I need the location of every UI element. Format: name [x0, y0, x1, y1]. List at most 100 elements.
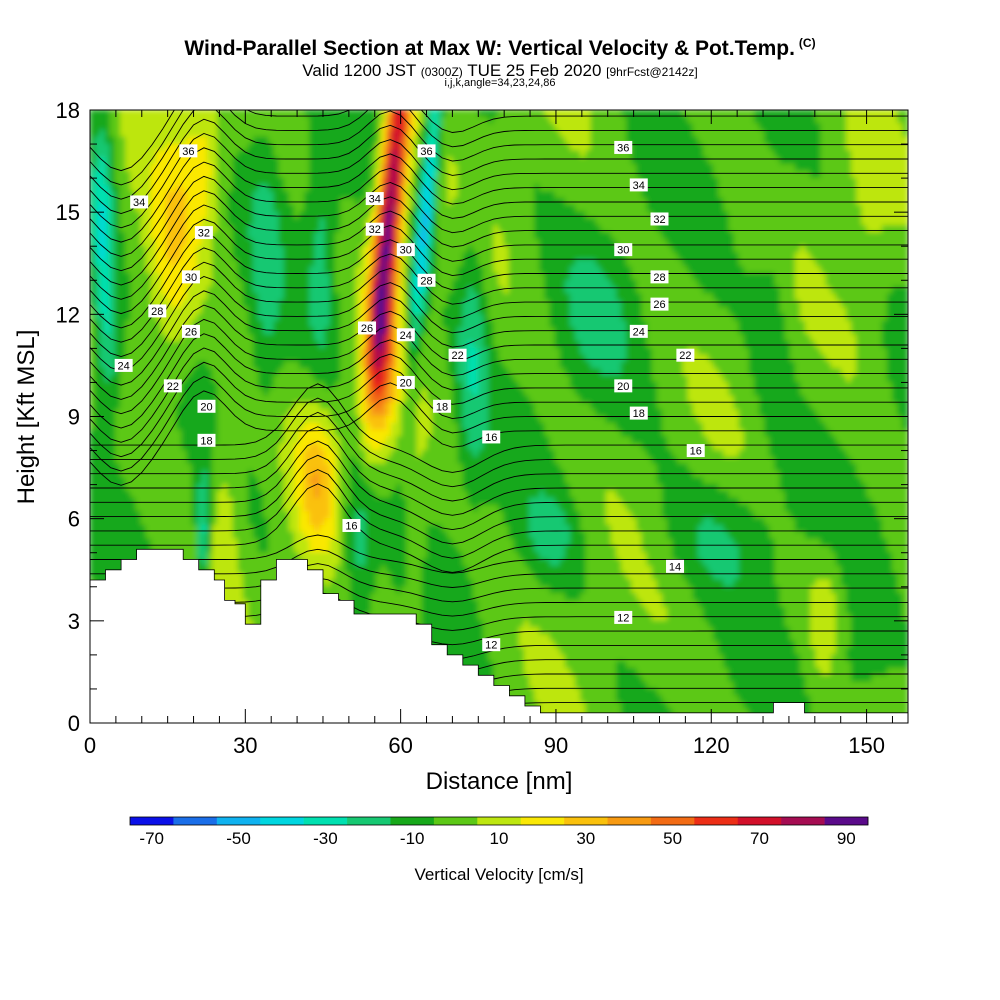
contour-label: 12 — [482, 638, 501, 652]
contour-label: 30 — [614, 243, 633, 257]
colorbar: -70 -50 -30 -10 10 30 50 70 90 — [129, 816, 869, 848]
valid-date: TUE 25 Feb 2020 — [467, 61, 602, 80]
contour-label-text: 34 — [133, 197, 145, 209]
contour-label: 24 — [114, 358, 133, 372]
colorbar-label: 90 — [837, 829, 856, 848]
colorbar-swatch — [520, 817, 565, 825]
chart-subtitle: Valid 1200 JST (0300Z) TUE 25 Feb 2020 [… — [0, 61, 1000, 81]
contour-label: 22 — [163, 379, 182, 393]
y-tick-label: 6 — [68, 507, 80, 532]
colorbar-swatch — [260, 817, 304, 825]
x-axis-title: Distance [nm] — [426, 768, 573, 795]
colorbar-label: -10 — [400, 829, 425, 848]
x-tick-label: 150 — [848, 733, 885, 758]
contour-label-text: 32 — [369, 224, 381, 236]
colorbar-title: Vertical Velocity [cm/s] — [414, 865, 583, 884]
chart-params: i,j,k,angle=34,23,24,86 — [444, 77, 556, 89]
y-axis-title: Height [Kft MSL] — [13, 330, 40, 505]
contour-label-text: 28 — [653, 272, 665, 284]
contour-label: 32 — [194, 226, 213, 240]
colorbar-swatch — [216, 817, 261, 825]
contour-label: 34 — [365, 192, 384, 206]
contour-label: 22 — [448, 348, 467, 362]
contour-label-text: 18 — [633, 408, 645, 420]
colorbar-label: 10 — [490, 829, 509, 848]
contour-label: 30 — [181, 270, 200, 284]
contour-label-text: 30 — [185, 272, 197, 284]
x-tick-label: 90 — [544, 733, 568, 758]
y-tick-label: 0 — [68, 711, 80, 736]
contour-label-text: 16 — [690, 446, 702, 458]
title-text: Wind-Parallel Section at Max W: Vertical… — [184, 37, 795, 60]
contour-label-text: 36 — [182, 146, 194, 158]
contour-label-text: 20 — [200, 401, 212, 413]
colorbar-swatch — [173, 817, 218, 825]
colorbar-swatch — [737, 817, 782, 825]
contour-label-text: 24 — [118, 360, 130, 372]
contour-label: 20 — [614, 379, 633, 393]
x-tick-label: 60 — [388, 733, 412, 758]
contour-label: 18 — [197, 433, 216, 447]
contour-label: 36 — [179, 144, 198, 158]
contour-label-text: 34 — [369, 194, 381, 206]
contour-label-text: 30 — [400, 245, 412, 257]
terrain-mask — [90, 548, 908, 724]
colorbar-swatch — [477, 817, 521, 825]
contour-label: 18 — [629, 406, 648, 420]
contour-label: 24 — [629, 324, 648, 338]
contour-label: 16 — [686, 444, 705, 458]
contour-label: 30 — [396, 243, 415, 257]
y-tick-label: 18 — [56, 98, 80, 123]
contour-label: 20 — [396, 375, 415, 389]
contour-label: 26 — [650, 297, 669, 311]
contour-label: 28 — [650, 270, 669, 284]
x-tick-label: 0 — [84, 733, 96, 758]
contour-label-text: 24 — [633, 326, 645, 338]
contour-label-text: 26 — [653, 299, 665, 311]
colorbar-swatch — [694, 817, 739, 825]
y-tick-label: 9 — [68, 405, 80, 430]
contour-label-text: 34 — [633, 180, 645, 192]
contour-label: 16 — [342, 518, 361, 532]
contour-label-text: 28 — [420, 275, 432, 287]
contour-label-text: 20 — [400, 377, 412, 389]
valid-time: Valid 1200 JST — [302, 61, 417, 80]
x-tick-label: 30 — [233, 733, 257, 758]
contour-label-text: 24 — [400, 330, 412, 342]
contour-label: 26 — [181, 324, 200, 338]
contour-label-text: 14 — [669, 561, 681, 573]
contour-label-text: 18 — [436, 401, 448, 413]
contour-label: 24 — [396, 328, 415, 342]
contour-label: 22 — [676, 348, 695, 362]
colorbar-swatch — [650, 817, 695, 825]
contour-label: 32 — [650, 212, 669, 226]
colorbar-label: 50 — [663, 829, 682, 848]
contour-label-text: 22 — [167, 381, 179, 393]
y-tick-label: 3 — [68, 609, 80, 634]
contour-label-text: 12 — [617, 612, 629, 624]
forecast-info: [9hrFcst@2142z] — [606, 65, 698, 79]
colorbar-label: -70 — [139, 829, 164, 848]
colorbar-swatch — [433, 817, 478, 825]
contour-label: 18 — [433, 399, 452, 413]
contour-label-text: 18 — [200, 435, 212, 447]
contour-label: 34 — [629, 178, 648, 192]
contour-label: 28 — [148, 304, 167, 318]
contour-label-text: 22 — [451, 350, 463, 362]
chart-title: Wind-Parallel Section at Max W: Vertical… — [0, 36, 1000, 61]
contour-label-text: 36 — [420, 146, 432, 158]
contour-label-text: 28 — [151, 306, 163, 318]
contour-label-text: 16 — [345, 520, 357, 532]
colorbar-swatch — [303, 817, 348, 825]
contour-label: 34 — [130, 195, 149, 209]
contour-label: 16 — [482, 430, 501, 444]
contour-label-text: 16 — [485, 432, 497, 444]
contour-label-text: 36 — [617, 142, 629, 154]
contour-label-text: 32 — [198, 228, 210, 240]
copyright-mark: (C) — [798, 36, 816, 50]
colorbar-swatch — [564, 817, 608, 825]
y-tick-label: 15 — [56, 200, 80, 225]
theta-contours — [90, 110, 908, 717]
contour-label: 32 — [365, 222, 384, 236]
